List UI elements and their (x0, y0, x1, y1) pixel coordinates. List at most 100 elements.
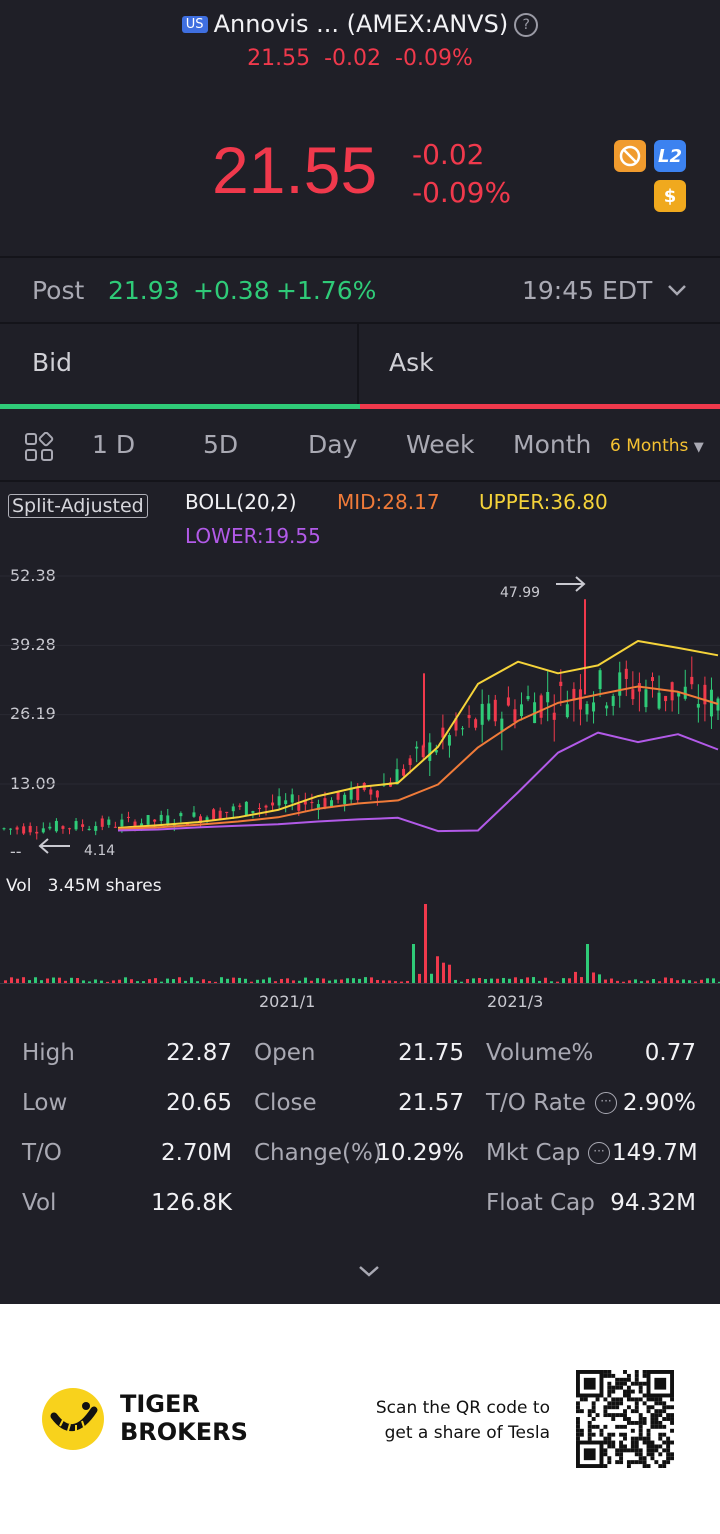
dollar-icon[interactable]: $ (654, 180, 686, 212)
tab-week[interactable]: Week (406, 430, 475, 459)
arrow-right-icon (556, 576, 586, 592)
level2-icon[interactable]: L2 (654, 140, 686, 172)
candle (696, 684, 700, 723)
no-pdt-icon[interactable] (614, 140, 646, 172)
post-price: 21.93 (108, 276, 180, 305)
candle (447, 732, 451, 758)
brand-name: TIGER BROKERS (120, 1390, 248, 1446)
stat-label: Change(%) (254, 1140, 382, 1166)
volume-bar (628, 980, 631, 984)
volume-bar (700, 979, 703, 984)
ask-panel[interactable]: Ask (359, 324, 720, 404)
candle (343, 792, 347, 812)
candle (480, 689, 484, 743)
tab-6-months-label: 6 Months (610, 436, 689, 456)
volume-bar (712, 978, 715, 984)
stat-label: Low (22, 1090, 68, 1116)
split-adjusted-toggle[interactable]: Split-Adjusted (8, 494, 148, 518)
tab-5d[interactable]: 5D (203, 430, 239, 459)
expand-chevron-icon[interactable] (356, 1262, 382, 1280)
volume-bar (220, 977, 223, 984)
header-sub-price: 21.55 (247, 46, 311, 71)
volume-bar (142, 981, 145, 984)
volume-bar (166, 978, 169, 984)
qr-finder (654, 1377, 667, 1390)
chevron-down-icon[interactable] (666, 282, 688, 298)
candle (159, 810, 163, 825)
volume-bar (448, 964, 451, 984)
volume-bar (652, 979, 655, 984)
volume-bar (616, 980, 619, 984)
volume-bar (424, 904, 427, 984)
candle (709, 677, 713, 729)
candle (349, 781, 353, 804)
boll-mid: MID:28.17 (337, 490, 440, 514)
volume-bar (592, 972, 595, 984)
volume-bar (310, 980, 313, 984)
promo-footer: TIGER BROKERS Scan the QR code to get a … (0, 1304, 720, 1534)
volume-bar (436, 956, 439, 984)
volume-bar (28, 980, 31, 984)
candle (618, 661, 622, 708)
volume-bar (640, 981, 643, 984)
candle (284, 793, 288, 813)
candle (264, 804, 268, 816)
candle (559, 669, 563, 707)
candle (565, 690, 569, 719)
candle (637, 672, 641, 712)
volume-bar (58, 977, 61, 984)
post-market-row[interactable]: Post 21.93 +0.38 +1.76% 19:45 EDT (0, 262, 720, 322)
candle (454, 712, 458, 737)
more-info-icon[interactable]: ··· (588, 1142, 610, 1164)
ask-label: Ask (389, 348, 434, 377)
volume-bar (706, 978, 709, 984)
volume-bar (346, 978, 349, 984)
qr-code-icon[interactable] (576, 1370, 674, 1468)
candle (205, 815, 209, 825)
bid-label: Bid (32, 348, 72, 377)
volume-bar (358, 978, 361, 984)
tab-6-months[interactable]: 6 Months ▼ (610, 436, 704, 456)
candle (493, 694, 497, 727)
bid-panel[interactable]: Bid (0, 324, 357, 404)
stat-value: 21.57 (398, 1090, 464, 1116)
x-tick-label: 2021/3 (487, 992, 544, 1011)
brand-line2: BROKERS (120, 1418, 248, 1446)
price-chart[interactable] (0, 560, 720, 860)
grid-layout-icon[interactable] (24, 432, 54, 462)
candle (592, 691, 596, 724)
volume-bar (598, 974, 601, 984)
price-change-block: -0.02 -0.09% (412, 136, 511, 212)
tab-month[interactable]: Month (513, 430, 592, 459)
header-title-row: US Annovis ... (AMEX:ANVS)? (0, 10, 720, 38)
tab-1d[interactable]: 1 D (92, 430, 136, 459)
series-line-lower (117, 731, 719, 833)
candle (578, 674, 582, 726)
candle (552, 694, 556, 742)
stat-value: 21.75 (398, 1040, 464, 1066)
candle (9, 828, 13, 835)
qr-line1: Scan the QR code to (375, 1398, 550, 1418)
help-icon[interactable]: ? (514, 13, 539, 37)
brand-line1: TIGER (120, 1390, 200, 1418)
volume-bar (544, 977, 547, 984)
candle (271, 794, 275, 812)
volume-bar (454, 979, 457, 984)
more-info-icon[interactable]: ··· (595, 1092, 617, 1114)
candle (657, 675, 661, 711)
candle (107, 816, 111, 828)
tab-day[interactable]: Day (308, 430, 358, 459)
volume-bar (682, 979, 685, 984)
volume-bar (316, 978, 319, 984)
caret-down-icon: ▼ (693, 440, 704, 455)
series-line-upper (117, 640, 719, 829)
volume-bar (550, 981, 553, 984)
stat-value: 149.7M (612, 1140, 698, 1166)
series-line-mid (117, 685, 719, 830)
volume-bar (274, 981, 277, 984)
volume-bar (88, 981, 91, 984)
volume-bar (118, 979, 121, 984)
volume-chart[interactable] (0, 900, 720, 986)
boll-label[interactable]: BOLL(20,2) (185, 490, 297, 514)
stock-title: Annovis ... (AMEX:ANVS) (213, 10, 509, 38)
